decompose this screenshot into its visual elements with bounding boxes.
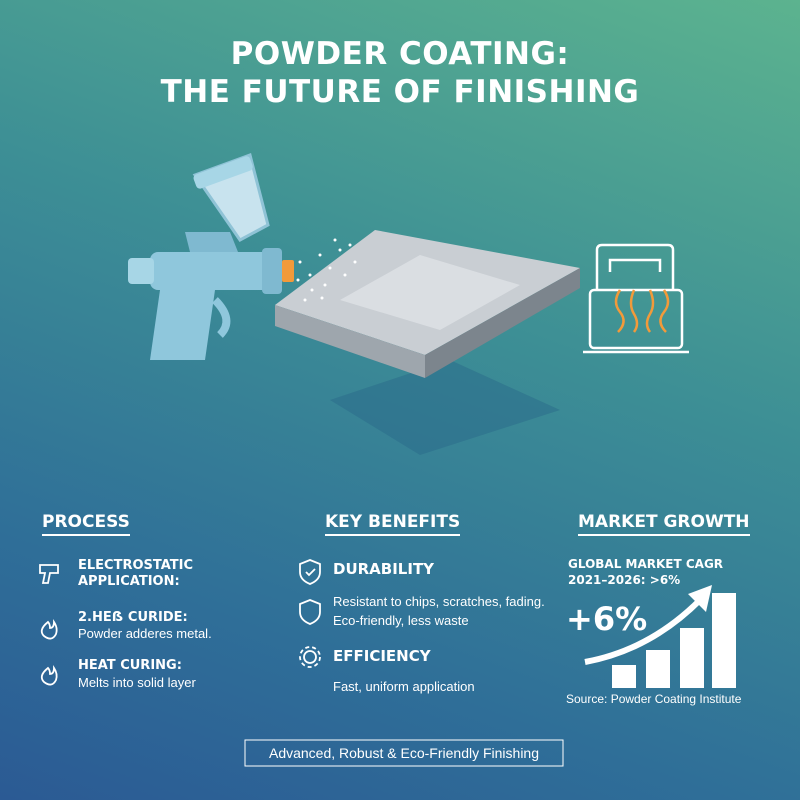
title-line: POWDER COATING: (230, 36, 570, 72)
item-title: HEAT CURING: (78, 658, 182, 673)
title-line: THE FUTURE OF FINISHING (160, 74, 640, 110)
market-source: Source: Powder Coating Institute (566, 692, 742, 706)
item-text: Powder adderes metal. (78, 626, 212, 641)
item-title: DURABILITY (333, 560, 435, 578)
item-title: 2.HEẞ CURIDE: (78, 610, 188, 625)
market-cagr: GLOBAL MARKET CAGR 2021–2026: >6% (568, 557, 724, 587)
item-text: Eco-friendly, less waste (333, 613, 469, 628)
item-text: Fast, uniform application (333, 679, 475, 694)
section-heading: MARKET GROWTH (578, 512, 750, 536)
item-text: Resistant to chips, scratches, fading. (333, 594, 545, 609)
market-big-number: +6% (566, 600, 648, 638)
item-title: ELECTROSTATIC APPLICATION: (78, 558, 194, 589)
item-title: EFFICIENCY (333, 647, 431, 665)
footer: Advanced, Robust & Eco-Friendly Finishin… (268, 745, 540, 761)
section-heading: KEY BENEFITS (325, 512, 461, 536)
item-text: Melts into solid layer (78, 675, 196, 690)
section-heading: PROCESS (42, 512, 130, 536)
